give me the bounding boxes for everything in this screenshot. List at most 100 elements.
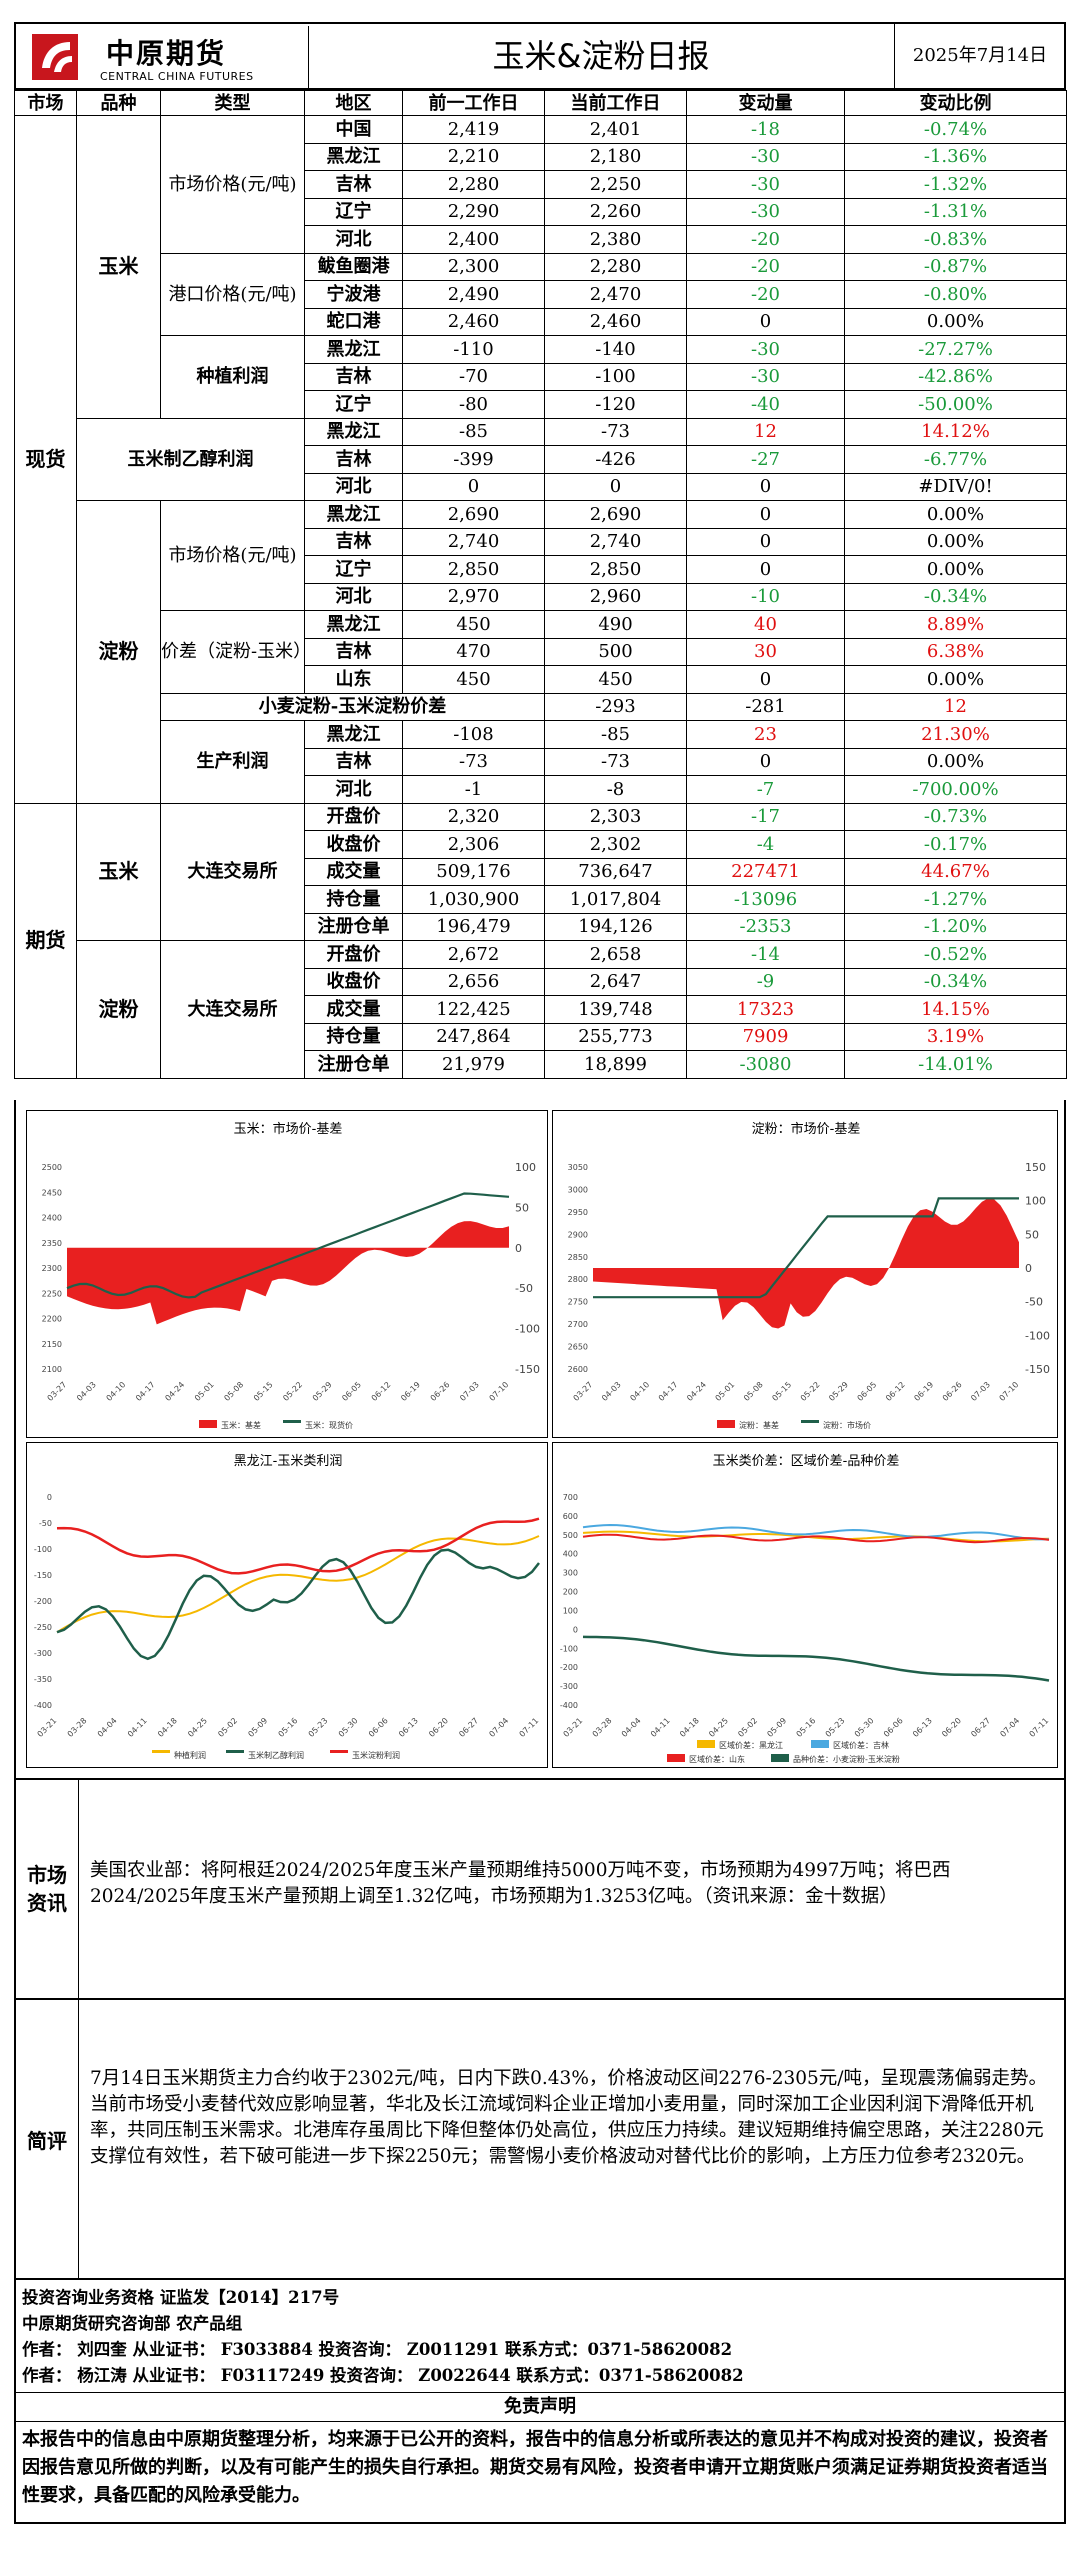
chart-title: 淀粉：市场价-基差 xyxy=(752,1121,861,1137)
region-cell: 山东 xyxy=(304,665,403,694)
legend-swatch xyxy=(801,1420,819,1423)
table-row: 河北 2,400 2,380 -20 -0.83% xyxy=(15,225,1067,254)
region-cell: 成交量 xyxy=(304,995,403,1024)
y-tick-label: -400 xyxy=(560,1701,578,1710)
x-tick-label: 05-30 xyxy=(853,1716,876,1739)
y-tick-label: -200 xyxy=(560,1663,578,1672)
change-cell: -17 xyxy=(686,802,845,831)
x-tick-label: 06-27 xyxy=(457,1716,480,1739)
y-tick-label: 2300 xyxy=(42,1264,62,1273)
logo-text-en: CENTRAL CHINA FUTURES xyxy=(100,70,254,83)
curr-day-cell: -140 xyxy=(544,335,687,364)
type-corn-price: 市场价格(元/吨) xyxy=(160,115,305,254)
prev-day-cell: -80 xyxy=(402,390,545,419)
change-cell: 7909 xyxy=(686,1022,845,1051)
footer-license: 投资咨询业务资格 证监发【2014】217号 xyxy=(22,2288,340,2307)
legend-swatch xyxy=(283,1420,301,1423)
table-row: 吉林 2,280 2,250 -30 -1.32% xyxy=(15,170,1067,199)
region-cell: 河北 xyxy=(304,775,403,804)
change-cell: -30 xyxy=(686,142,845,171)
x-tick-label: 04-25 xyxy=(186,1716,209,1739)
region-cell: 鲅鱼圈港 xyxy=(304,252,403,281)
x-tick-label: 05-23 xyxy=(824,1716,847,1739)
x-tick-label: 04-17 xyxy=(657,1380,680,1403)
y-tick-label: 2900 xyxy=(568,1230,588,1239)
curr-day-cell: -73 xyxy=(544,747,687,776)
change-pct-cell: 0.00% xyxy=(844,307,1067,336)
prev-day-cell: 2,656 xyxy=(402,967,545,996)
region-cell: 持仓量 xyxy=(304,1022,403,1051)
table-row: 黑龙江 2,210 2,180 -30 -1.36% xyxy=(15,142,1067,171)
y-tick-label: 2600 xyxy=(568,1365,588,1374)
change-cell: 17323 xyxy=(686,995,845,1024)
region-cell: 吉林 xyxy=(304,637,403,666)
prev-day-cell: -70 xyxy=(402,362,545,391)
x-tick-label: 06-20 xyxy=(940,1716,963,1739)
table-header-cell: 前一工作日 xyxy=(402,90,545,116)
table-row: 淀粉 市场价格(元/吨) 黑龙江 2,690 2,690 0 0.00% xyxy=(15,500,1067,804)
prev-day-cell: 2,460 xyxy=(402,307,545,336)
prev-day-cell: 450 xyxy=(402,610,545,639)
variety-starch-futures: 淀粉 xyxy=(76,940,161,1079)
starch-profit-line xyxy=(56,1517,540,1575)
y-tick-label: -300 xyxy=(34,1649,52,1658)
spread-hlj-line xyxy=(582,1530,1050,1543)
legend-label: 区域价差：吉林 xyxy=(833,1740,889,1750)
region-cell: 吉林 xyxy=(304,170,403,199)
region-cell: 黑龙江 xyxy=(304,720,403,749)
change-cell: -20 xyxy=(686,225,845,254)
spread-sd-line xyxy=(582,1533,1050,1544)
prev-day-cell: 196,479 xyxy=(402,912,545,941)
curr-day-cell: 2,303 xyxy=(544,802,687,831)
y-tick-label: 2400 xyxy=(42,1214,62,1223)
basis-area xyxy=(593,1198,1019,1329)
x-tick-label: 06-12 xyxy=(370,1380,393,1403)
change-cell: -30 xyxy=(686,335,845,364)
prev-day-cell: -293 xyxy=(544,692,687,721)
y-tick-label: -300 xyxy=(560,1682,578,1691)
table-row: 淀粉 大连交易所 开盘价 2,672 2,658 -14 -0.52% xyxy=(15,940,1067,1079)
x-tick-label: 05-02 xyxy=(216,1716,239,1739)
prev-day-cell: 470 xyxy=(402,637,545,666)
prev-day-cell: -85 xyxy=(402,417,545,446)
region-cell: 吉林 xyxy=(304,747,403,776)
market-info-text: 美国农业部：将阿根廷2024/2025年度玉米产量预期维持5000万吨不变，市场… xyxy=(90,1860,951,1907)
change-pct-cell: #DIV/0! xyxy=(844,472,1067,501)
change-pct-cell: 21.30% xyxy=(844,720,1067,749)
change-pct-cell: 3.19% xyxy=(844,1022,1067,1051)
x-tick-label: 06-26 xyxy=(429,1380,452,1403)
legend-label: 玉米：基差 xyxy=(221,1420,261,1430)
x-tick-label: 05-29 xyxy=(311,1380,334,1403)
chart-corn-spreads: 玉米类价差：区域价差-品种价差 700 600 500 400 300 200 100 0 -10… xyxy=(552,1442,1058,1768)
change-cell: 23 xyxy=(686,720,845,749)
change-pct-cell: 8.89% xyxy=(844,610,1067,639)
chart-corn-spreads-svg: 玉米类价差：区域价差-品种价差 700 600 500 400 300 200 100 0 -10… xyxy=(560,1454,1051,1764)
chart-corn-basis: 玉米：市场价-基差 2500 2450 2400 2350 2300 2250 2200 215… xyxy=(26,1110,548,1438)
y-tick-label: -400 xyxy=(34,1701,52,1710)
x-tick-label: 04-24 xyxy=(163,1380,186,1403)
report-header: 中原期货 CENTRAL CHINA FUTURES 玉米&淀粉日报 2025年… xyxy=(14,22,1066,90)
chart-title: 玉米类价差：区域价差-品种价差 xyxy=(713,1454,900,1469)
prev-day-cell: 0 xyxy=(402,472,545,501)
curr-day-cell: 2,250 xyxy=(544,170,687,199)
region-cell: 中国 xyxy=(304,115,403,144)
disclaimer-title: 免责声明 xyxy=(16,2392,1064,2422)
region-cell: 持仓量 xyxy=(304,885,403,914)
prev-day-cell: -399 xyxy=(402,445,545,474)
curr-day-cell: 18,899 xyxy=(544,1050,687,1079)
change-pct-cell: 0.00% xyxy=(844,747,1067,776)
curr-day-cell: 2,740 xyxy=(544,527,687,556)
curr-day-cell: 2,280 xyxy=(544,252,687,281)
change-cell: -30 xyxy=(686,170,845,199)
table-row: 收盘价 2,306 2,302 -4 -0.17% xyxy=(15,830,1067,859)
x-tick-label: 07-10 xyxy=(488,1380,511,1403)
table-header-cell: 市场 xyxy=(14,90,77,116)
y-tick-label: 500 xyxy=(563,1531,578,1540)
x-tick-label: 05-30 xyxy=(337,1716,360,1739)
y2-tick-label: 0 xyxy=(515,1242,522,1255)
change-cell: -7 xyxy=(686,775,845,804)
x-tick-label: 04-04 xyxy=(96,1716,119,1739)
variety-corn-futures: 玉米 xyxy=(76,802,161,941)
table-row: 期货 玉米 大连交易所 开盘价 2,320 2,303 -17 -0.73% xyxy=(14,802,1067,1079)
y2-tick-label: 150 xyxy=(1025,1161,1046,1174)
